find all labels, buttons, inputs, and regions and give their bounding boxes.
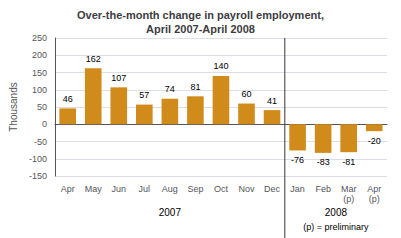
- svg-text:Dec: Dec: [264, 184, 281, 194]
- svg-text:-150: -150: [29, 171, 47, 181]
- svg-text:-20: -20: [368, 136, 381, 146]
- svg-text:50: 50: [37, 102, 47, 112]
- svg-text:107: 107: [111, 73, 126, 83]
- svg-text:April 2007-April 2008: April 2007-April 2008: [146, 23, 255, 35]
- svg-text:(p) = preliminary: (p) = preliminary: [303, 222, 369, 232]
- svg-text:-50: -50: [34, 137, 47, 147]
- svg-text:57: 57: [139, 90, 149, 100]
- svg-text:0: 0: [42, 119, 47, 129]
- svg-text:Jun: Jun: [112, 184, 127, 194]
- svg-text:Apr: Apr: [367, 184, 381, 194]
- svg-text:-100: -100: [29, 154, 47, 164]
- svg-text:Thousands: Thousands: [8, 82, 19, 131]
- svg-text:(p): (p): [343, 194, 354, 204]
- svg-text:Oct: Oct: [214, 184, 229, 194]
- svg-text:-81: -81: [342, 157, 355, 167]
- svg-text:162: 162: [86, 54, 101, 64]
- svg-text:2007: 2007: [159, 207, 182, 218]
- svg-text:Sep: Sep: [187, 184, 203, 194]
- svg-text:Nov: Nov: [238, 184, 255, 194]
- svg-text:81: 81: [190, 82, 200, 92]
- svg-text:250: 250: [32, 33, 47, 43]
- svg-text:200: 200: [32, 50, 47, 60]
- svg-text:74: 74: [165, 84, 175, 94]
- svg-text:60: 60: [241, 89, 251, 99]
- svg-text:Apr: Apr: [61, 184, 75, 194]
- svg-text:150: 150: [32, 68, 47, 78]
- svg-text:-83: -83: [317, 157, 330, 167]
- svg-text:100: 100: [32, 85, 47, 95]
- svg-text:41: 41: [267, 96, 277, 106]
- svg-text:Over-the-month change in payro: Over-the-month change in payroll employm…: [77, 9, 324, 21]
- svg-text:(p): (p): [369, 194, 380, 204]
- svg-text:46: 46: [63, 94, 73, 104]
- svg-text:May: May: [85, 184, 103, 194]
- svg-text:-76: -76: [291, 155, 304, 165]
- svg-text:Feb: Feb: [315, 184, 331, 194]
- svg-text:2008: 2008: [325, 207, 348, 218]
- svg-text:140: 140: [213, 61, 228, 71]
- svg-text:Aug: Aug: [162, 184, 178, 194]
- svg-text:Jan: Jan: [290, 184, 305, 194]
- svg-text:Jul: Jul: [139, 184, 151, 194]
- svg-text:Mar: Mar: [341, 184, 357, 194]
